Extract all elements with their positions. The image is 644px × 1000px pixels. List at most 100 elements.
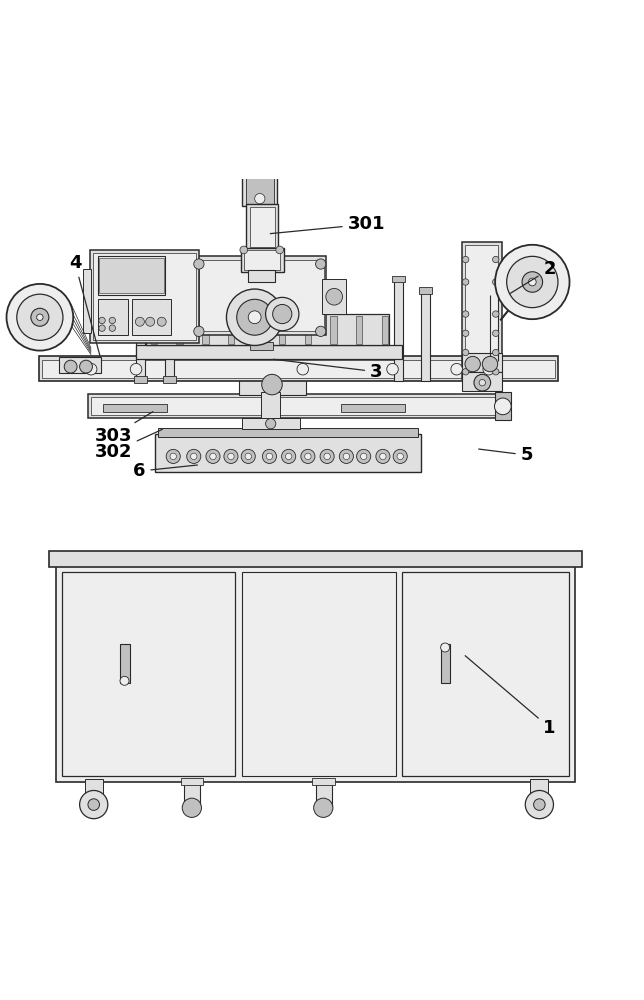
- Circle shape: [135, 317, 144, 326]
- Circle shape: [361, 453, 367, 460]
- Circle shape: [495, 398, 511, 415]
- Circle shape: [526, 790, 553, 819]
- Circle shape: [507, 256, 558, 308]
- Bar: [253, 316, 260, 344]
- Text: 2: 2: [510, 260, 556, 293]
- Circle shape: [276, 246, 283, 254]
- Circle shape: [265, 297, 299, 331]
- Circle shape: [465, 356, 480, 372]
- Circle shape: [237, 299, 272, 335]
- Circle shape: [228, 453, 234, 460]
- Bar: [382, 316, 388, 344]
- Bar: [462, 353, 502, 372]
- Bar: [163, 376, 176, 383]
- Circle shape: [166, 449, 180, 463]
- Circle shape: [262, 449, 276, 463]
- Bar: [90, 250, 199, 343]
- Circle shape: [462, 369, 469, 375]
- Bar: [341, 404, 405, 412]
- Bar: [98, 256, 165, 295]
- Circle shape: [493, 349, 499, 356]
- Bar: [199, 260, 324, 331]
- Circle shape: [240, 246, 248, 254]
- Bar: [245, 250, 280, 270]
- Bar: [256, 298, 265, 346]
- Circle shape: [316, 326, 326, 336]
- Circle shape: [479, 379, 486, 386]
- Bar: [246, 172, 274, 204]
- Circle shape: [281, 449, 296, 463]
- Bar: [440, 644, 450, 683]
- Circle shape: [462, 330, 469, 336]
- Circle shape: [6, 284, 73, 351]
- Circle shape: [387, 363, 398, 375]
- Circle shape: [88, 799, 99, 810]
- Bar: [134, 376, 147, 383]
- Bar: [421, 292, 430, 381]
- Circle shape: [254, 193, 265, 204]
- Bar: [242, 248, 283, 272]
- Bar: [134, 276, 147, 282]
- Circle shape: [493, 279, 499, 285]
- Circle shape: [462, 279, 469, 285]
- Bar: [165, 292, 174, 381]
- Circle shape: [397, 453, 403, 460]
- Circle shape: [37, 314, 43, 320]
- Bar: [99, 258, 164, 293]
- Bar: [249, 207, 275, 247]
- Circle shape: [245, 453, 251, 460]
- Circle shape: [191, 453, 197, 460]
- Circle shape: [261, 374, 282, 395]
- Circle shape: [31, 308, 49, 326]
- Bar: [243, 169, 277, 206]
- Bar: [136, 345, 402, 359]
- Circle shape: [462, 349, 469, 356]
- Circle shape: [248, 311, 261, 324]
- Circle shape: [99, 325, 105, 331]
- Bar: [248, 270, 274, 282]
- Bar: [462, 372, 502, 391]
- Circle shape: [120, 676, 129, 685]
- Circle shape: [210, 453, 216, 460]
- Circle shape: [495, 245, 569, 319]
- Circle shape: [130, 363, 142, 375]
- Bar: [132, 299, 171, 335]
- Circle shape: [146, 317, 155, 326]
- Bar: [84, 269, 91, 333]
- Circle shape: [242, 449, 255, 463]
- Circle shape: [227, 289, 283, 345]
- Circle shape: [326, 288, 343, 305]
- Text: 3: 3: [274, 359, 383, 381]
- Text: 303: 303: [95, 412, 153, 445]
- Circle shape: [285, 453, 292, 460]
- Bar: [531, 779, 548, 801]
- Circle shape: [80, 790, 108, 819]
- Circle shape: [80, 360, 93, 373]
- Bar: [392, 276, 404, 282]
- Circle shape: [182, 798, 202, 817]
- Bar: [42, 360, 554, 378]
- Circle shape: [194, 326, 204, 336]
- Bar: [465, 245, 498, 376]
- Bar: [330, 316, 337, 344]
- Circle shape: [440, 643, 450, 652]
- Text: 5: 5: [478, 446, 533, 464]
- Circle shape: [305, 453, 311, 460]
- Bar: [50, 551, 582, 567]
- Bar: [136, 280, 145, 381]
- Bar: [91, 397, 495, 415]
- Circle shape: [170, 453, 176, 460]
- Text: 1: 1: [465, 656, 556, 737]
- Bar: [312, 778, 335, 785]
- Bar: [195, 256, 327, 335]
- Text: 302: 302: [95, 429, 162, 461]
- Circle shape: [86, 363, 97, 375]
- Circle shape: [451, 363, 462, 375]
- Bar: [227, 284, 290, 294]
- Bar: [419, 287, 432, 294]
- Circle shape: [266, 453, 272, 460]
- Circle shape: [343, 453, 350, 460]
- Circle shape: [493, 369, 499, 375]
- Bar: [261, 392, 280, 418]
- Bar: [239, 370, 306, 395]
